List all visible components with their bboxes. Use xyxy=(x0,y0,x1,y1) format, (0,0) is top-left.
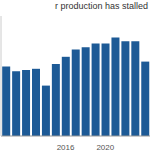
svg-text:2020: 2020 xyxy=(96,143,114,150)
html-text:r production has stalled: r production has stalled xyxy=(54,1,148,11)
svg-text:2016: 2016 xyxy=(57,143,75,150)
